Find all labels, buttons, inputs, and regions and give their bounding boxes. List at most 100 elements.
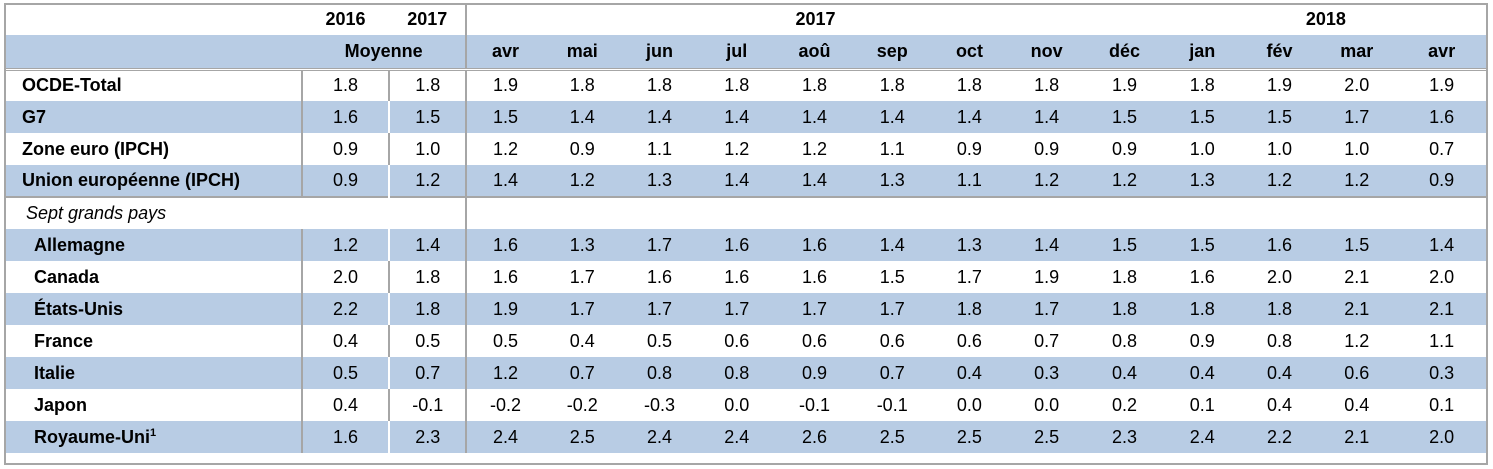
value-cell: 2.0 xyxy=(1395,421,1488,453)
value-cell: 0.4 xyxy=(569,330,595,351)
value-cell: 0.8 xyxy=(1267,330,1293,351)
header-month: avr xyxy=(465,35,544,69)
value-cell: 1.5 xyxy=(1240,101,1319,133)
value-cell: 1.9 xyxy=(1034,266,1060,287)
value-cell: 1.3 xyxy=(620,165,699,197)
value-cell: 1.0 xyxy=(1344,138,1370,159)
value-cell: 0.2 xyxy=(1111,394,1137,415)
table-row: Royaume-Uni1 1.6 2.3 2.4 2.5 2.4 2.4 2.6 2.5 2.5 2… xyxy=(4,421,1488,453)
value-cell: 1.4 xyxy=(775,165,854,197)
value-cell: 0.4 xyxy=(1240,357,1319,389)
header-month: oct xyxy=(930,35,1009,69)
table-row: Union européenne (IPCH) 0.9 1.2 1.4 1.2 1.3 1.… xyxy=(4,165,1488,197)
value-cell: -0.2 xyxy=(465,389,544,421)
value-cell: 1.9 xyxy=(1240,67,1319,101)
section-row: Sept grands pays xyxy=(4,196,1488,229)
value-cell: 1.2 xyxy=(465,357,544,389)
value-cell: 1.7 xyxy=(1008,293,1086,325)
value-cell: 1.5 xyxy=(465,101,544,133)
value-cell: 1.8 xyxy=(930,293,1009,325)
row-label: Union européenne (IPCH) xyxy=(4,165,302,197)
value-cell: 1.1 xyxy=(879,138,905,159)
value-cell: 2.4 xyxy=(1163,421,1241,453)
value-cell: 2.2 xyxy=(1240,421,1319,453)
value-cell: 1.8 xyxy=(300,67,390,101)
value-cell: 1.4 xyxy=(543,101,621,133)
value-cell: 2.3 xyxy=(1085,421,1164,453)
value-cell: 1.8 xyxy=(388,67,467,101)
value-cell: 1.2 xyxy=(300,229,390,261)
value-cell: 0.7 xyxy=(1429,138,1455,159)
value-cell: 1.8 xyxy=(1085,293,1164,325)
value-cell: 2.4 xyxy=(620,421,699,453)
value-cell: 0.6 xyxy=(801,330,827,351)
value-cell: 1.4 xyxy=(1008,101,1086,133)
value-cell: 1.0 xyxy=(1189,138,1215,159)
value-cell: 1.6 xyxy=(1240,229,1319,261)
value-cell: 1.6 xyxy=(801,266,827,287)
header-month: jul xyxy=(698,35,776,69)
value-cell: 0.4 xyxy=(930,357,1009,389)
value-cell: 1.4 xyxy=(930,101,1009,133)
row-label-text: OCDE-Total xyxy=(22,75,122,96)
value-cell: 1.5 xyxy=(1163,101,1241,133)
value-cell: 1.8 xyxy=(1163,293,1241,325)
header-month: jan xyxy=(1163,35,1241,69)
row-label: Royaume-Uni1 xyxy=(4,421,302,453)
row-label-text: Japon xyxy=(34,394,88,415)
table-row: Canada 2.0 1.8 1.6 1.7 1.6 1.6 1.6 1.5 1.7 1.9 1.8 1… xyxy=(4,261,1488,293)
value-cell: 2.5 xyxy=(930,421,1009,453)
value-cell: 2.5 xyxy=(1008,421,1086,453)
header-corner xyxy=(4,3,302,35)
value-cell: 1.7 xyxy=(698,293,776,325)
value-cell: 0.9 xyxy=(300,133,390,165)
value-cell: 1.1 xyxy=(930,165,1009,197)
table-row: Japon 0.4 -0.1 -0.2 -0.2 -0.3 0.0 -0.1 -0.1 0.0 0.… xyxy=(4,389,1488,421)
value-cell: 0.6 xyxy=(724,330,750,351)
value-cell: 1.9 xyxy=(465,67,544,101)
value-cell: 0.9 xyxy=(300,165,390,197)
value-cell: 0.1 xyxy=(1189,394,1215,415)
value-cell: 0.4 xyxy=(1085,357,1164,389)
value-cell: 0.7 xyxy=(1034,330,1060,351)
value-cell: 1.2 xyxy=(388,165,467,197)
value-cell: 1.8 xyxy=(930,67,1009,101)
value-cell: 0.0 xyxy=(1034,394,1060,415)
value-cell: 1.5 xyxy=(879,266,905,287)
value-cell: 0.9 xyxy=(569,138,595,159)
value-cell: 1.6 xyxy=(698,229,776,261)
value-cell: 1.9 xyxy=(465,293,544,325)
value-cell: 1.7 xyxy=(853,293,931,325)
value-cell: 0.9 xyxy=(1111,138,1137,159)
value-cell: 1.0 xyxy=(388,133,467,165)
value-cell: 1.7 xyxy=(543,293,621,325)
value-cell: 1.5 xyxy=(388,101,467,133)
row-label: Italie xyxy=(4,357,302,389)
header-group-2017: 2017 xyxy=(465,3,1164,35)
value-cell: 1.6 xyxy=(465,261,544,293)
footnote-marker: 1 xyxy=(150,426,157,439)
value-cell: 0.3 xyxy=(1395,357,1488,389)
value-cell: 0.5 xyxy=(300,357,390,389)
row-label: Japon xyxy=(4,389,302,421)
header-month: fév xyxy=(1240,35,1319,69)
header-year-2017: 2017 xyxy=(407,8,448,29)
row-label: Canada xyxy=(4,261,302,293)
value-cell: 2.0 xyxy=(1318,67,1396,101)
value-cell: 1.4 xyxy=(698,101,776,133)
table-row: G7 1.6 1.5 1.5 1.4 1.4 1.4 1.4 1.4 1.4 1.4 1.5 1.5 1.… xyxy=(4,101,1488,133)
table-row: France 0.4 0.5 0.5 0.4 0.5 0.6 0.6 0.6 0.6 0.7 0.8 0… xyxy=(4,325,1488,357)
value-cell: 1.9 xyxy=(1085,67,1164,101)
value-cell: 0.4 xyxy=(1344,394,1370,415)
header-month: nov xyxy=(1008,35,1086,69)
inflation-table: 2016 2017 2017 2018 Moyenne avr mai jun jul aoû se… xyxy=(4,3,1488,453)
value-cell: 1.5 xyxy=(1085,101,1164,133)
value-cell: 1.2 xyxy=(1318,165,1396,197)
value-cell: 1.8 xyxy=(853,67,931,101)
value-cell: 1.2 xyxy=(801,138,827,159)
value-cell: 1.7 xyxy=(1318,101,1396,133)
value-cell: 0.8 xyxy=(620,357,699,389)
value-cell: 1.3 xyxy=(930,229,1009,261)
value-cell: 2.0 xyxy=(1267,266,1293,287)
value-cell: 0.0 xyxy=(724,394,750,415)
